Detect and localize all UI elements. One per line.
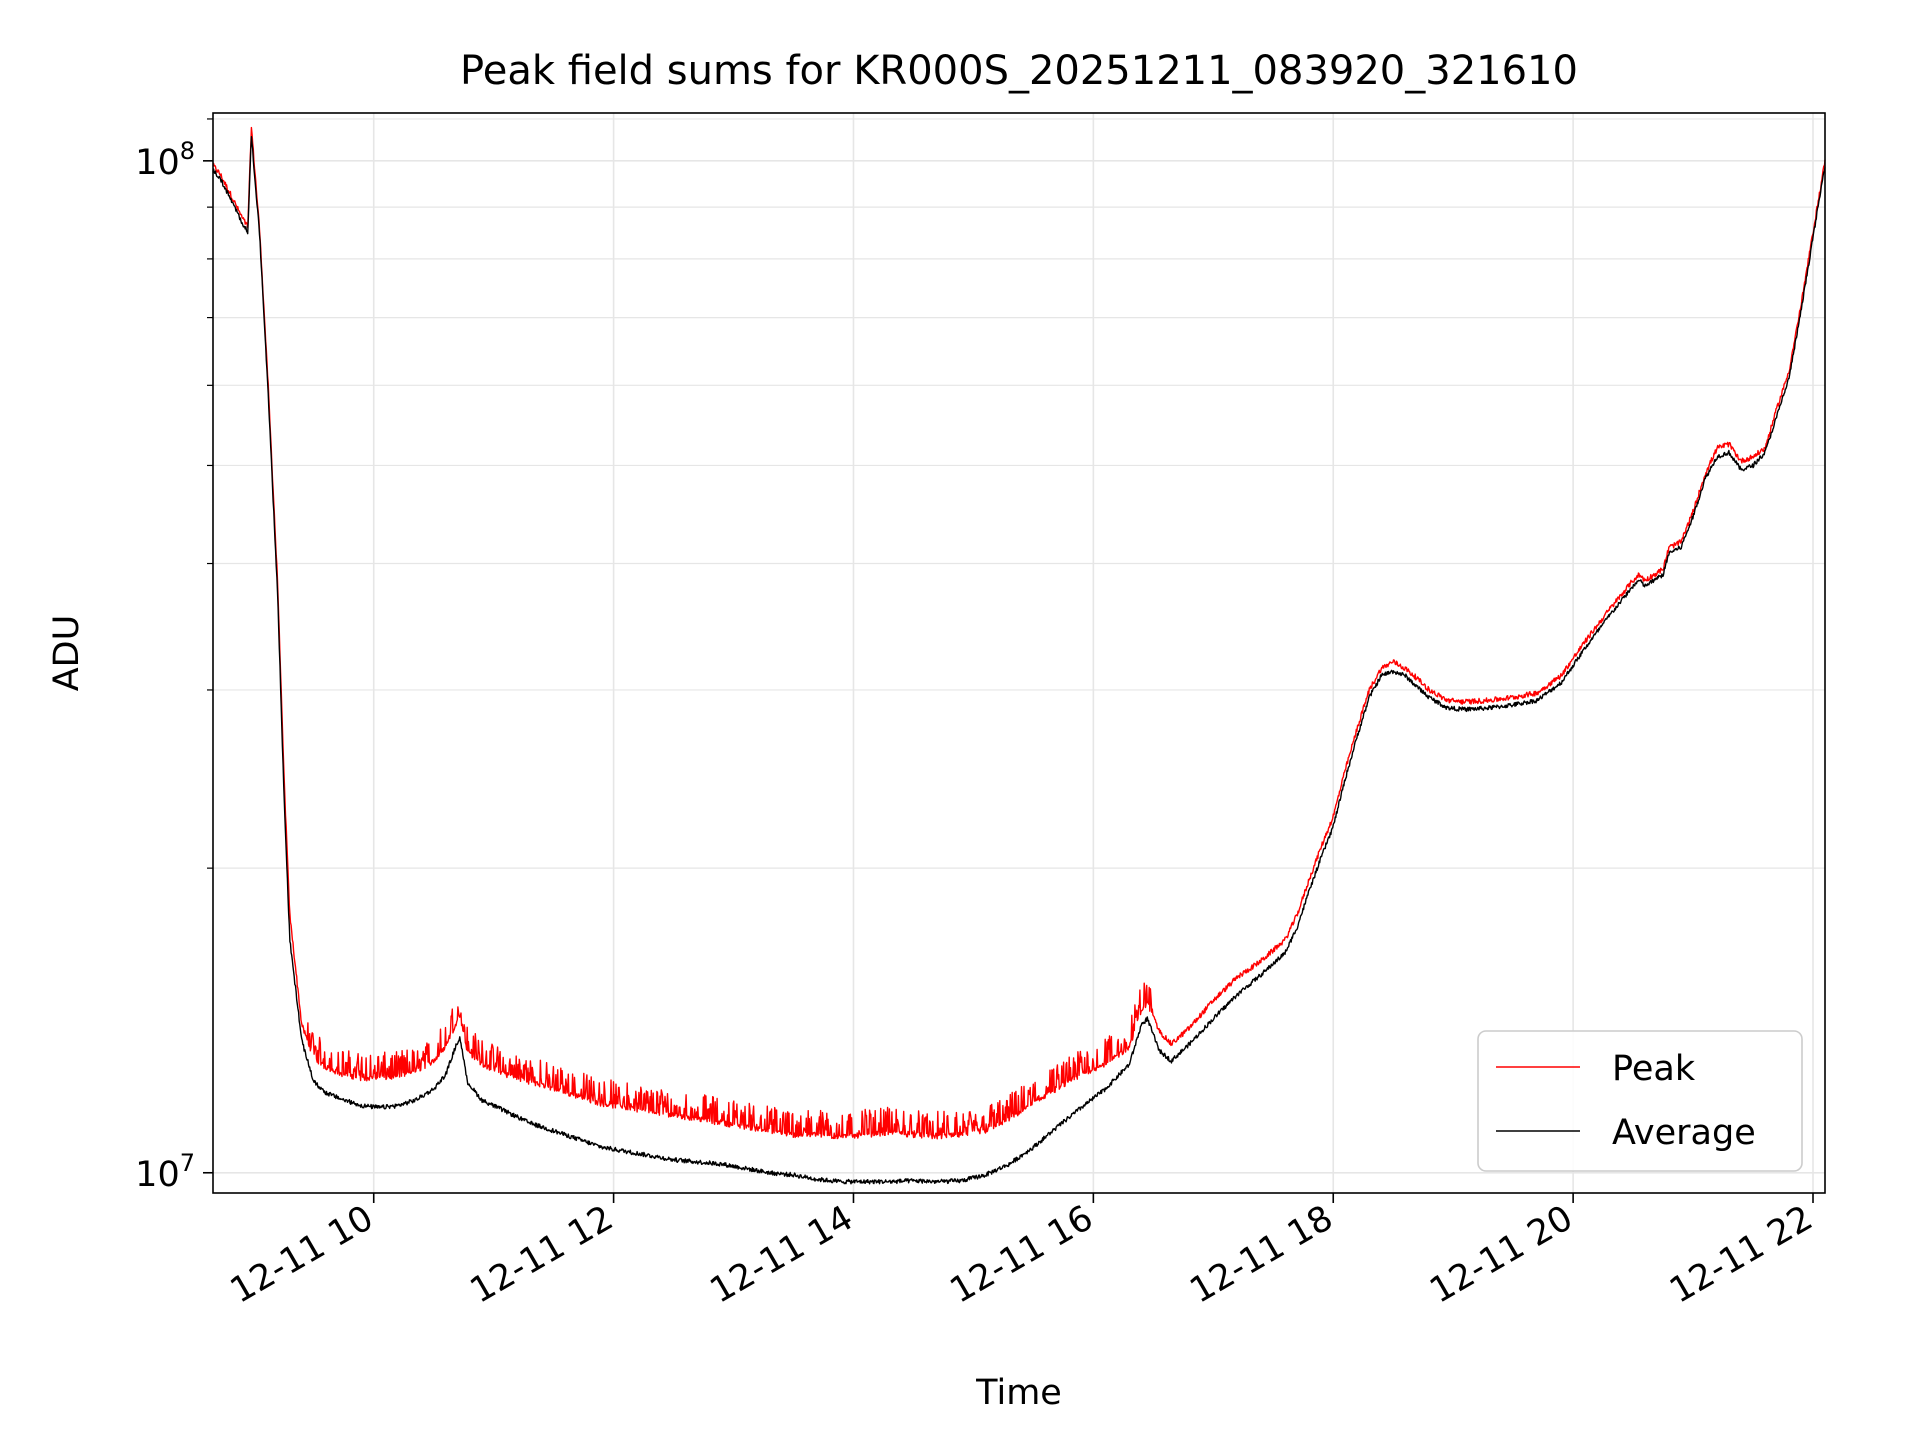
x-axis-label: Time — [975, 1373, 1062, 1413]
legend-label-average: Average — [1612, 1113, 1756, 1153]
chart-title: Peak field sums for KR000S_20251211_0839… — [460, 48, 1578, 94]
legend-box — [1477, 1030, 1803, 1172]
legend-label-peak: Peak — [1612, 1049, 1696, 1089]
series-line-peak — [212, 126, 1826, 1140]
y-axis-label: ADU — [47, 615, 87, 692]
plot-frame — [212, 112, 1826, 1194]
y-tick-label: 107 — [135, 1149, 195, 1195]
series-group — [212, 126, 1826, 1185]
grid — [213, 113, 1825, 1193]
legend: Peak Average — [1477, 1030, 1803, 1172]
y-tick-label: 108 — [135, 137, 195, 183]
series-line-average — [212, 136, 1826, 1185]
